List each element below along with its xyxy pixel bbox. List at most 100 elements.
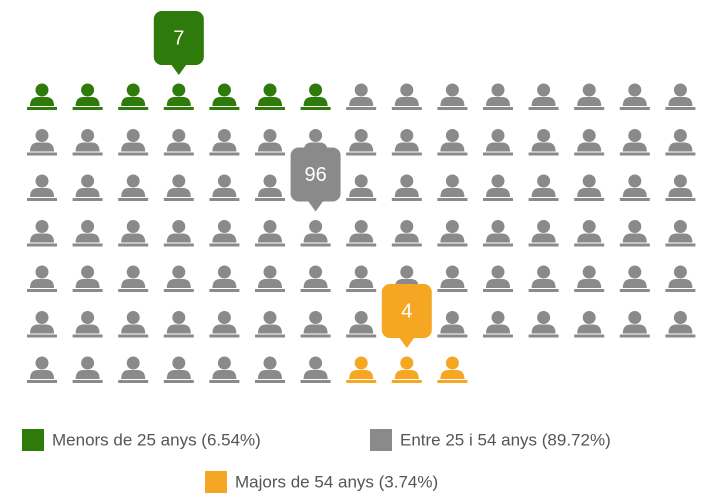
person-icon (27, 174, 57, 201)
icon-base (72, 243, 103, 247)
icon-body (349, 279, 374, 288)
person-icon (163, 220, 194, 247)
icon-body (121, 370, 146, 379)
icon-body (121, 324, 146, 334)
icon-body (166, 233, 191, 243)
icon-body (668, 97, 693, 106)
icon-head (445, 311, 459, 324)
person-icon (437, 129, 468, 156)
icon-base (72, 198, 103, 201)
icon-head (673, 174, 687, 188)
icon-base (209, 289, 240, 292)
person-icon (391, 356, 422, 383)
icon-body (75, 142, 100, 152)
callout-pointer (307, 200, 324, 212)
icon-base (346, 243, 377, 247)
icon-body (121, 142, 146, 152)
person-icon (391, 174, 422, 201)
icon-head (628, 220, 642, 233)
icon-head (263, 220, 277, 233)
icon-base (255, 289, 285, 292)
icon-head (126, 174, 140, 188)
icon-body (349, 188, 374, 197)
icon-body (531, 233, 556, 243)
icon-base (300, 334, 331, 338)
icon-base (391, 243, 422, 247)
icon-base (346, 380, 377, 383)
person-icon (528, 83, 559, 110)
person-icon (665, 83, 696, 110)
icon-body (212, 324, 237, 334)
icon-base (209, 334, 240, 338)
person-icon (72, 83, 103, 110)
person-icon (574, 83, 605, 110)
icon-body (349, 324, 374, 334)
icon-body (622, 324, 647, 334)
icon-head (81, 83, 95, 97)
person-icon (346, 265, 377, 292)
person-icon (574, 220, 605, 247)
icon-base (72, 152, 103, 156)
person-icon (665, 129, 696, 156)
icon-body (349, 97, 374, 106)
icon-base (574, 198, 605, 201)
person-icon (665, 174, 696, 201)
person-icon (72, 174, 103, 201)
person-icon (528, 129, 559, 156)
icon-base (483, 334, 513, 338)
icon-head (400, 174, 414, 188)
icon-base (27, 198, 57, 201)
icon-body (394, 142, 419, 152)
icon-base (619, 198, 650, 201)
icon-body (486, 188, 510, 197)
person-icon (346, 174, 377, 201)
icon-base (118, 243, 149, 247)
icon-body (440, 370, 465, 379)
icon-head (628, 174, 642, 188)
icon-base (619, 334, 650, 338)
person-icon (391, 129, 422, 156)
icon-base (665, 334, 696, 338)
person-icon (300, 356, 331, 383)
icon-body (75, 97, 100, 106)
icon-head (537, 83, 551, 97)
icon-body (622, 279, 647, 288)
person-icon (665, 311, 696, 338)
icon-head (673, 265, 687, 279)
icon-head (354, 356, 368, 370)
person-icon (346, 356, 377, 383)
icon-body (121, 97, 146, 106)
icon-head (309, 356, 323, 370)
person-icon (619, 174, 650, 201)
icon-body (622, 97, 647, 106)
icon-head (126, 83, 140, 97)
icon-base (209, 152, 240, 156)
person-icon (346, 220, 377, 247)
icon-body (668, 233, 693, 243)
icon-head (537, 174, 551, 188)
icon-head (126, 265, 140, 279)
icon-head (354, 174, 368, 188)
icon-base (118, 289, 149, 292)
icon-body (121, 233, 146, 243)
person-icon (209, 311, 240, 338)
icon-body (531, 142, 556, 152)
icon-head (35, 265, 49, 279)
icon-body (486, 142, 510, 152)
person-icon (391, 220, 422, 247)
person-icon (118, 129, 149, 156)
callout-pointer (170, 64, 187, 75)
icon-head (217, 129, 231, 142)
icon-base (528, 243, 559, 247)
person-icon (255, 174, 285, 201)
icon-body (166, 279, 191, 288)
person-icon (528, 174, 559, 201)
icon-head (354, 129, 368, 142)
person-icon (619, 83, 650, 110)
icon-body (440, 142, 465, 152)
icon-body (668, 142, 693, 152)
person-icon (528, 311, 559, 338)
icon-head (582, 174, 596, 188)
icon-head (81, 129, 95, 142)
icon-head (172, 174, 186, 188)
